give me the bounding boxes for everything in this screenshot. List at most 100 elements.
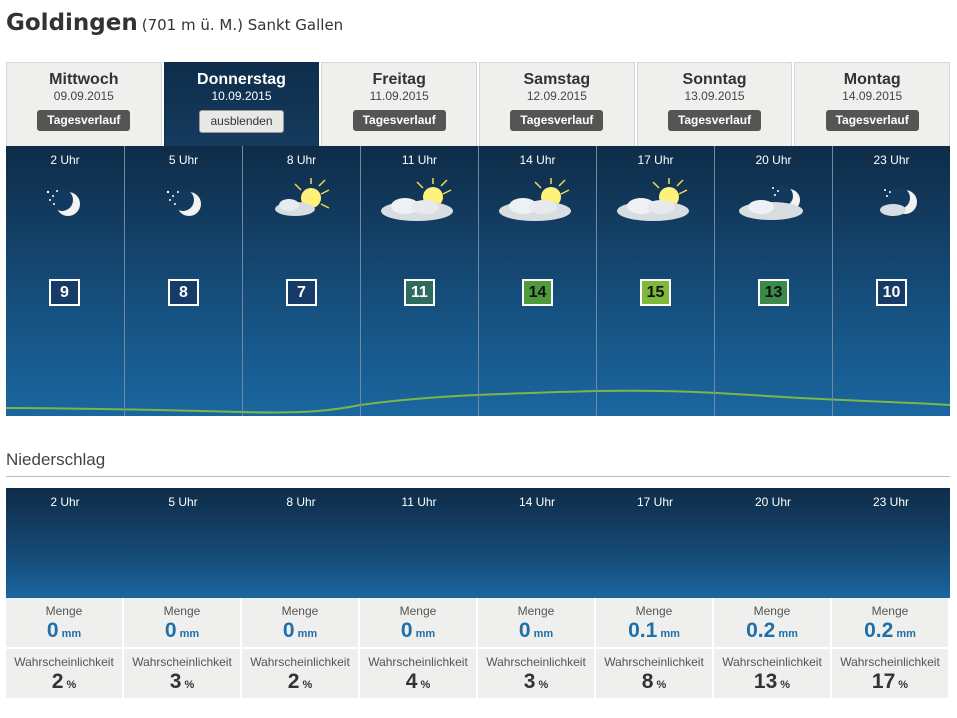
precip-hour-slot: 2 Uhr <box>6 488 124 509</box>
precip-hour-slot: 8 Uhr <box>242 488 360 509</box>
hour-label: 17 Uhr <box>636 495 674 509</box>
tab-mittwoch[interactable]: Mittwoch 09.09.2015 Tagesverlauf <box>6 62 162 146</box>
probability-unit: % <box>780 679 791 691</box>
hour-label: 17 Uhr <box>637 153 674 167</box>
amount-cell: Menge 0 mm <box>124 598 240 647</box>
amount-label: Menge <box>45 604 83 618</box>
probability-unit: % <box>538 679 549 691</box>
tagesverlauf-button[interactable]: Tagesverlauf <box>667 110 762 131</box>
tab-day: Montag <box>843 71 901 88</box>
tab-montag[interactable]: Montag 14.09.2015 Tagesverlauf <box>794 62 951 146</box>
amount-value: 0.1 <box>628 619 658 642</box>
probability-unit: % <box>184 679 195 691</box>
hour-slot: 11 Uhr 11 <box>360 146 478 416</box>
probability-cell: Wahrscheinlichkeit 2% <box>242 649 358 698</box>
tab-day: Sonntag <box>682 71 747 88</box>
moon-stars-icon <box>46 189 80 216</box>
amount-label: Menge <box>517 604 555 618</box>
sun-cloud-icon <box>275 178 330 216</box>
temperature-value: 8 <box>168 279 199 306</box>
amount-label: Menge <box>871 604 909 618</box>
probability-label: Wahrscheinlichkeit <box>604 655 704 669</box>
precipitation-heading: Niederschlag <box>6 450 106 469</box>
tab-day: Freitag <box>372 71 426 88</box>
amount-value: 0.2 <box>864 619 894 642</box>
amount-cell: Menge 0 mm <box>360 598 476 647</box>
precip-hour-slot: 14 Uhr <box>478 488 596 509</box>
tagesverlauf-button[interactable]: Tagesverlauf <box>37 110 131 131</box>
tab-day: Donnerstag <box>197 71 286 88</box>
hour-label: 20 Uhr <box>754 495 792 509</box>
probability-value: 17 <box>871 670 896 693</box>
amount-label: Menge <box>281 604 319 618</box>
moon-cloud-icon <box>739 186 803 220</box>
tab-samstag[interactable]: Samstag 12.09.2015 Tagesverlauf <box>479 62 635 146</box>
ausblenden-button[interactable]: ausblenden <box>199 110 284 133</box>
probability-value: 8 <box>641 670 654 693</box>
probability-cell: Wahrscheinlichkeit 3% <box>478 649 594 698</box>
temperature-value: 7 <box>286 279 317 306</box>
probability-value: 2 <box>287 670 300 693</box>
amount-cell: Menge 0.2 mm <box>832 598 948 647</box>
temperature-value: 11 <box>404 279 435 306</box>
probability-cell: Wahrscheinlichkeit 8% <box>596 649 712 698</box>
amount-value: 0 <box>518 619 531 642</box>
probability-unit: % <box>302 679 313 691</box>
probability-value: 3 <box>523 670 536 693</box>
amount-unit: mm <box>896 628 916 640</box>
precip-hour-slot: 5 Uhr <box>124 488 242 509</box>
probability-label: Wahrscheinlichkeit <box>14 655 114 669</box>
probability-unit: % <box>656 679 667 691</box>
amount-unit: mm <box>415 628 436 640</box>
probability-unit: % <box>898 679 909 691</box>
tagesverlauf-button[interactable]: Tagesverlauf <box>510 110 604 131</box>
amount-unit: mm <box>179 628 200 640</box>
tab-date: 11.09.2015 <box>369 89 429 103</box>
tab-sonntag[interactable]: Sonntag 13.09.2015 Tagesverlauf <box>636 62 793 146</box>
hour-slot: 5 Uhr 8 <box>124 146 242 416</box>
probability-label: Wahrscheinlichkeit <box>250 655 350 669</box>
tab-date: 14.09.2015 <box>842 89 903 103</box>
probability-label: Wahrscheinlichkeit <box>840 655 940 669</box>
amount-label: Menge <box>399 604 437 618</box>
probability-label: Wahrscheinlichkeit <box>132 655 232 669</box>
probability-cell: Wahrscheinlichkeit 17% <box>832 649 948 698</box>
amount-value: 0 <box>282 619 295 642</box>
amount-label: Menge <box>163 604 201 618</box>
amount-cell: Menge 0 mm <box>6 598 122 647</box>
probability-label: Wahrscheinlichkeit <box>722 655 822 669</box>
hour-slot: 23 Uhr 10 <box>832 146 950 416</box>
temperature-value: 9 <box>49 279 80 306</box>
amount-unit: mm <box>660 628 680 640</box>
precipitation-panel: 2 Uhr 5 Uhr 8 Uhr 11 Uhr 14 Uhr 17 Uhr 2… <box>6 488 950 598</box>
sun-cloud-icon <box>617 178 689 221</box>
hour-label: 11 Uhr <box>401 153 438 167</box>
tab-date: 13.09.2015 <box>684 89 745 103</box>
tab-date: 10.09.2015 <box>211 89 272 103</box>
probability-value: 4 <box>405 670 418 693</box>
probability-unit: % <box>66 679 77 691</box>
precip-hour-slot: 23 Uhr <box>832 488 950 509</box>
hour-label: 14 Uhr <box>519 153 556 167</box>
tagesverlauf-button[interactable]: Tagesverlauf <box>825 110 919 131</box>
amount-label: Menge <box>753 604 791 618</box>
tab-freitag[interactable]: Freitag 11.09.2015 Tagesverlauf <box>321 62 478 146</box>
probability-cell: Wahrscheinlichkeit 4% <box>360 649 476 698</box>
moon-cloud-icon <box>880 187 917 216</box>
sun-cloud-icon <box>499 178 571 221</box>
tab-day: Samstag <box>523 71 591 88</box>
hour-slot: 17 Uhr 15 <box>596 146 714 416</box>
temperature-value: 14 <box>522 279 553 306</box>
precip-hour-slot: 20 Uhr <box>714 488 832 509</box>
hour-slot: 14 Uhr 14 <box>478 146 596 416</box>
tagesverlauf-button[interactable]: Tagesverlauf <box>352 110 446 131</box>
probability-value: 2 <box>51 670 64 693</box>
hour-label: 8 Uhr <box>286 495 316 509</box>
amount-value: 0 <box>164 619 177 642</box>
hour-label: 2 Uhr <box>50 153 80 167</box>
location-name: Goldingen <box>6 10 138 36</box>
amount-unit: mm <box>533 628 554 640</box>
amount-cell: Menge 0.1 mm <box>596 598 712 647</box>
tab-donnerstag[interactable]: Donnerstag 10.09.2015 ausblenden <box>163 62 320 146</box>
amount-unit: mm <box>778 628 798 640</box>
